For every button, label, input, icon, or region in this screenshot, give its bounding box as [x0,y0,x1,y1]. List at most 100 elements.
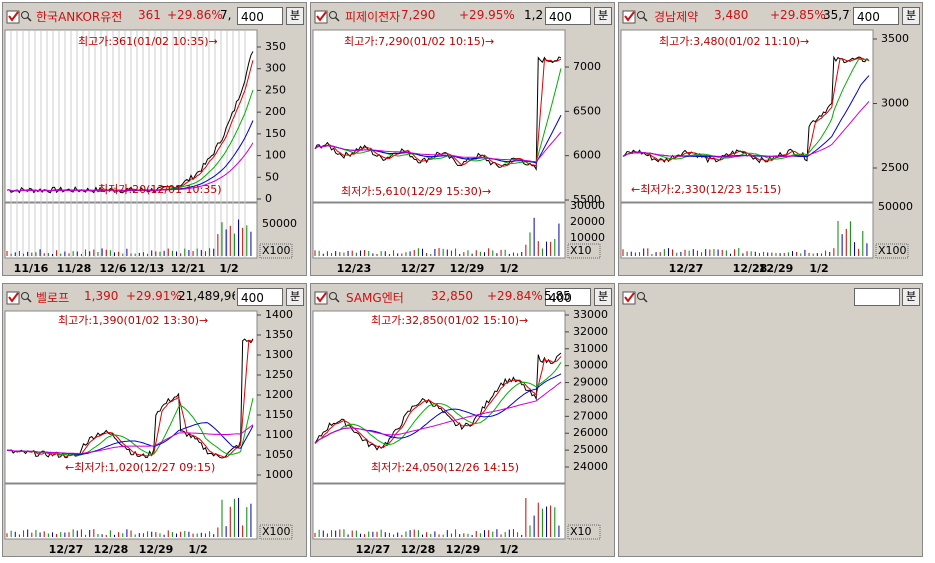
x-date-label: 11/16 [14,262,49,275]
y-tick-label: 29000 [573,376,608,389]
y-tick-label: 7000 [573,60,601,73]
x-date-label: 12/27 [356,543,391,556]
y-tick-label: 1200 [265,388,293,401]
stock-price: 1,390 [84,289,119,303]
moving-average [314,68,562,165]
unit-button[interactable]: 분 [286,288,304,306]
period-input[interactable]: 400 [237,7,283,25]
moving-average [622,101,870,158]
chart-panel: 3500 3000 2500 50000 X100 12/27 12/28 12/29 1/2 최… [618,2,923,276]
volume-tick-label: 10000 [570,231,605,244]
chart-canvas: 350 300 250 200 150 100 50 0 50000 X100 11/16 11/28… [4,10,297,275]
search-icon [637,292,645,300]
price-line [622,55,870,164]
period-input[interactable] [854,288,900,306]
low-label: 최저가:24,050(12/26 14:15) [371,461,519,474]
search-icon [637,11,645,19]
y-tick-label: 31000 [573,342,608,355]
volume-tick-label: 50000 [262,217,297,230]
low-label: 최저가:20(12/01 10:35) [98,183,222,196]
search-icon-handle [26,297,32,303]
period-input[interactable]: 400 [237,288,283,306]
stock-change: +29.91% [126,289,182,303]
x-date-label: 12/23 [337,262,372,275]
chart-panel: 1400 1350 1300 1250 1200 1150 1100 1050 1000 X100… [2,283,307,557]
high-label: 최고가:32,850(01/02 15:10)→ [371,314,528,327]
high-label: 최고가:1,390(01/02 13:30)→ [58,314,208,327]
moving-average [314,381,562,444]
period-input[interactable]: 400 [853,7,899,25]
stock-change: +29.95% [459,8,515,22]
chart-panel: 분 [618,283,923,557]
stock-volume: 21,489,96 [178,289,235,303]
y-tick-label: 0 [265,192,272,205]
y-tick-label: 1000 [265,468,293,481]
y-tick-label: 350 [265,40,286,53]
volume-tick-label: 20000 [570,215,605,228]
y-tick-label: 25000 [573,443,608,456]
y-tick-label: 28000 [573,392,608,405]
stock-name: 벨로프 [36,291,70,305]
y-tick-label: 50 [265,170,279,183]
x-date-label: 12/13 [130,262,165,275]
check-mark [8,292,19,303]
y-tick-label: 5500 [573,193,601,206]
stock-volume: 7, [220,8,232,22]
y-tick-label: 1300 [265,348,293,361]
volume-area [4,483,258,540]
unit-button[interactable]: 분 [594,288,612,306]
x-date-label: 12/29 [139,543,174,556]
unit-button[interactable]: 분 [902,7,920,25]
y-tick-label: 1250 [265,368,293,381]
moving-average [6,142,254,192]
high-label: 최고가:7,290(01/02 10:15)→ [344,35,494,48]
chart-panel: 350 300 250 200 150 100 50 0 50000 X100 11/16 11/28… [2,2,307,276]
moving-average [622,57,870,161]
low-label: ←최저가:2,330(12/23 15:15) [631,183,781,196]
y-tick-label: 1350 [265,328,293,341]
y-tick-label: 1050 [265,448,293,461]
y-tick-label: 200 [265,105,286,118]
unit-button[interactable]: 분 [594,7,612,25]
volume-tick-label: 50000 [878,200,913,213]
volume-unit: X100 [878,244,907,257]
y-tick-label: 26000 [573,426,608,439]
search-icon [329,11,337,19]
x-date-label: 12/28 [401,543,436,556]
search-icon-handle [334,16,340,22]
unit-button[interactable]: 분 [286,7,304,25]
x-date-label: 1/2 [219,262,238,275]
y-tick-label: 1400 [265,308,293,321]
y-tick-label: 32000 [573,325,608,338]
y-tick-label: 27000 [573,409,608,422]
search-icon [21,11,29,19]
period-input[interactable]: 400 [545,288,591,306]
search-icon-handle [642,16,648,22]
x-date-label: 11/28 [57,262,92,275]
x-date-label: 12/21 [171,262,206,275]
chart-canvas [622,291,648,305]
volume-unit-box [259,524,293,540]
stock-change: +29.85% [770,8,826,22]
search-icon [21,292,29,300]
stock-price: 7,290 [401,8,436,22]
x-date-label: 12/28 [94,543,129,556]
y-tick-label: 3000 [881,97,909,110]
stock-volume: 35,770,8 [823,8,851,22]
period-input[interactable]: 400 [545,7,591,25]
y-tick-label: 250 [265,83,286,96]
price-line [314,352,562,451]
check-mark [8,11,19,22]
stock-change: +29.84% [487,289,543,303]
x-date-label: 12/6 [100,262,127,275]
low-label: ←최저가:1,020(12/27 09:15) [65,461,215,474]
x-date-label: 12/29 [759,262,794,275]
volume-tick-label: 30000 [570,199,605,212]
x-date-label: 12/29 [450,262,485,275]
stock-price: 32,850 [431,289,473,303]
price-line [6,338,254,459]
y-tick-label: 30000 [573,359,608,372]
unit-button[interactable]: 분 [902,288,920,306]
